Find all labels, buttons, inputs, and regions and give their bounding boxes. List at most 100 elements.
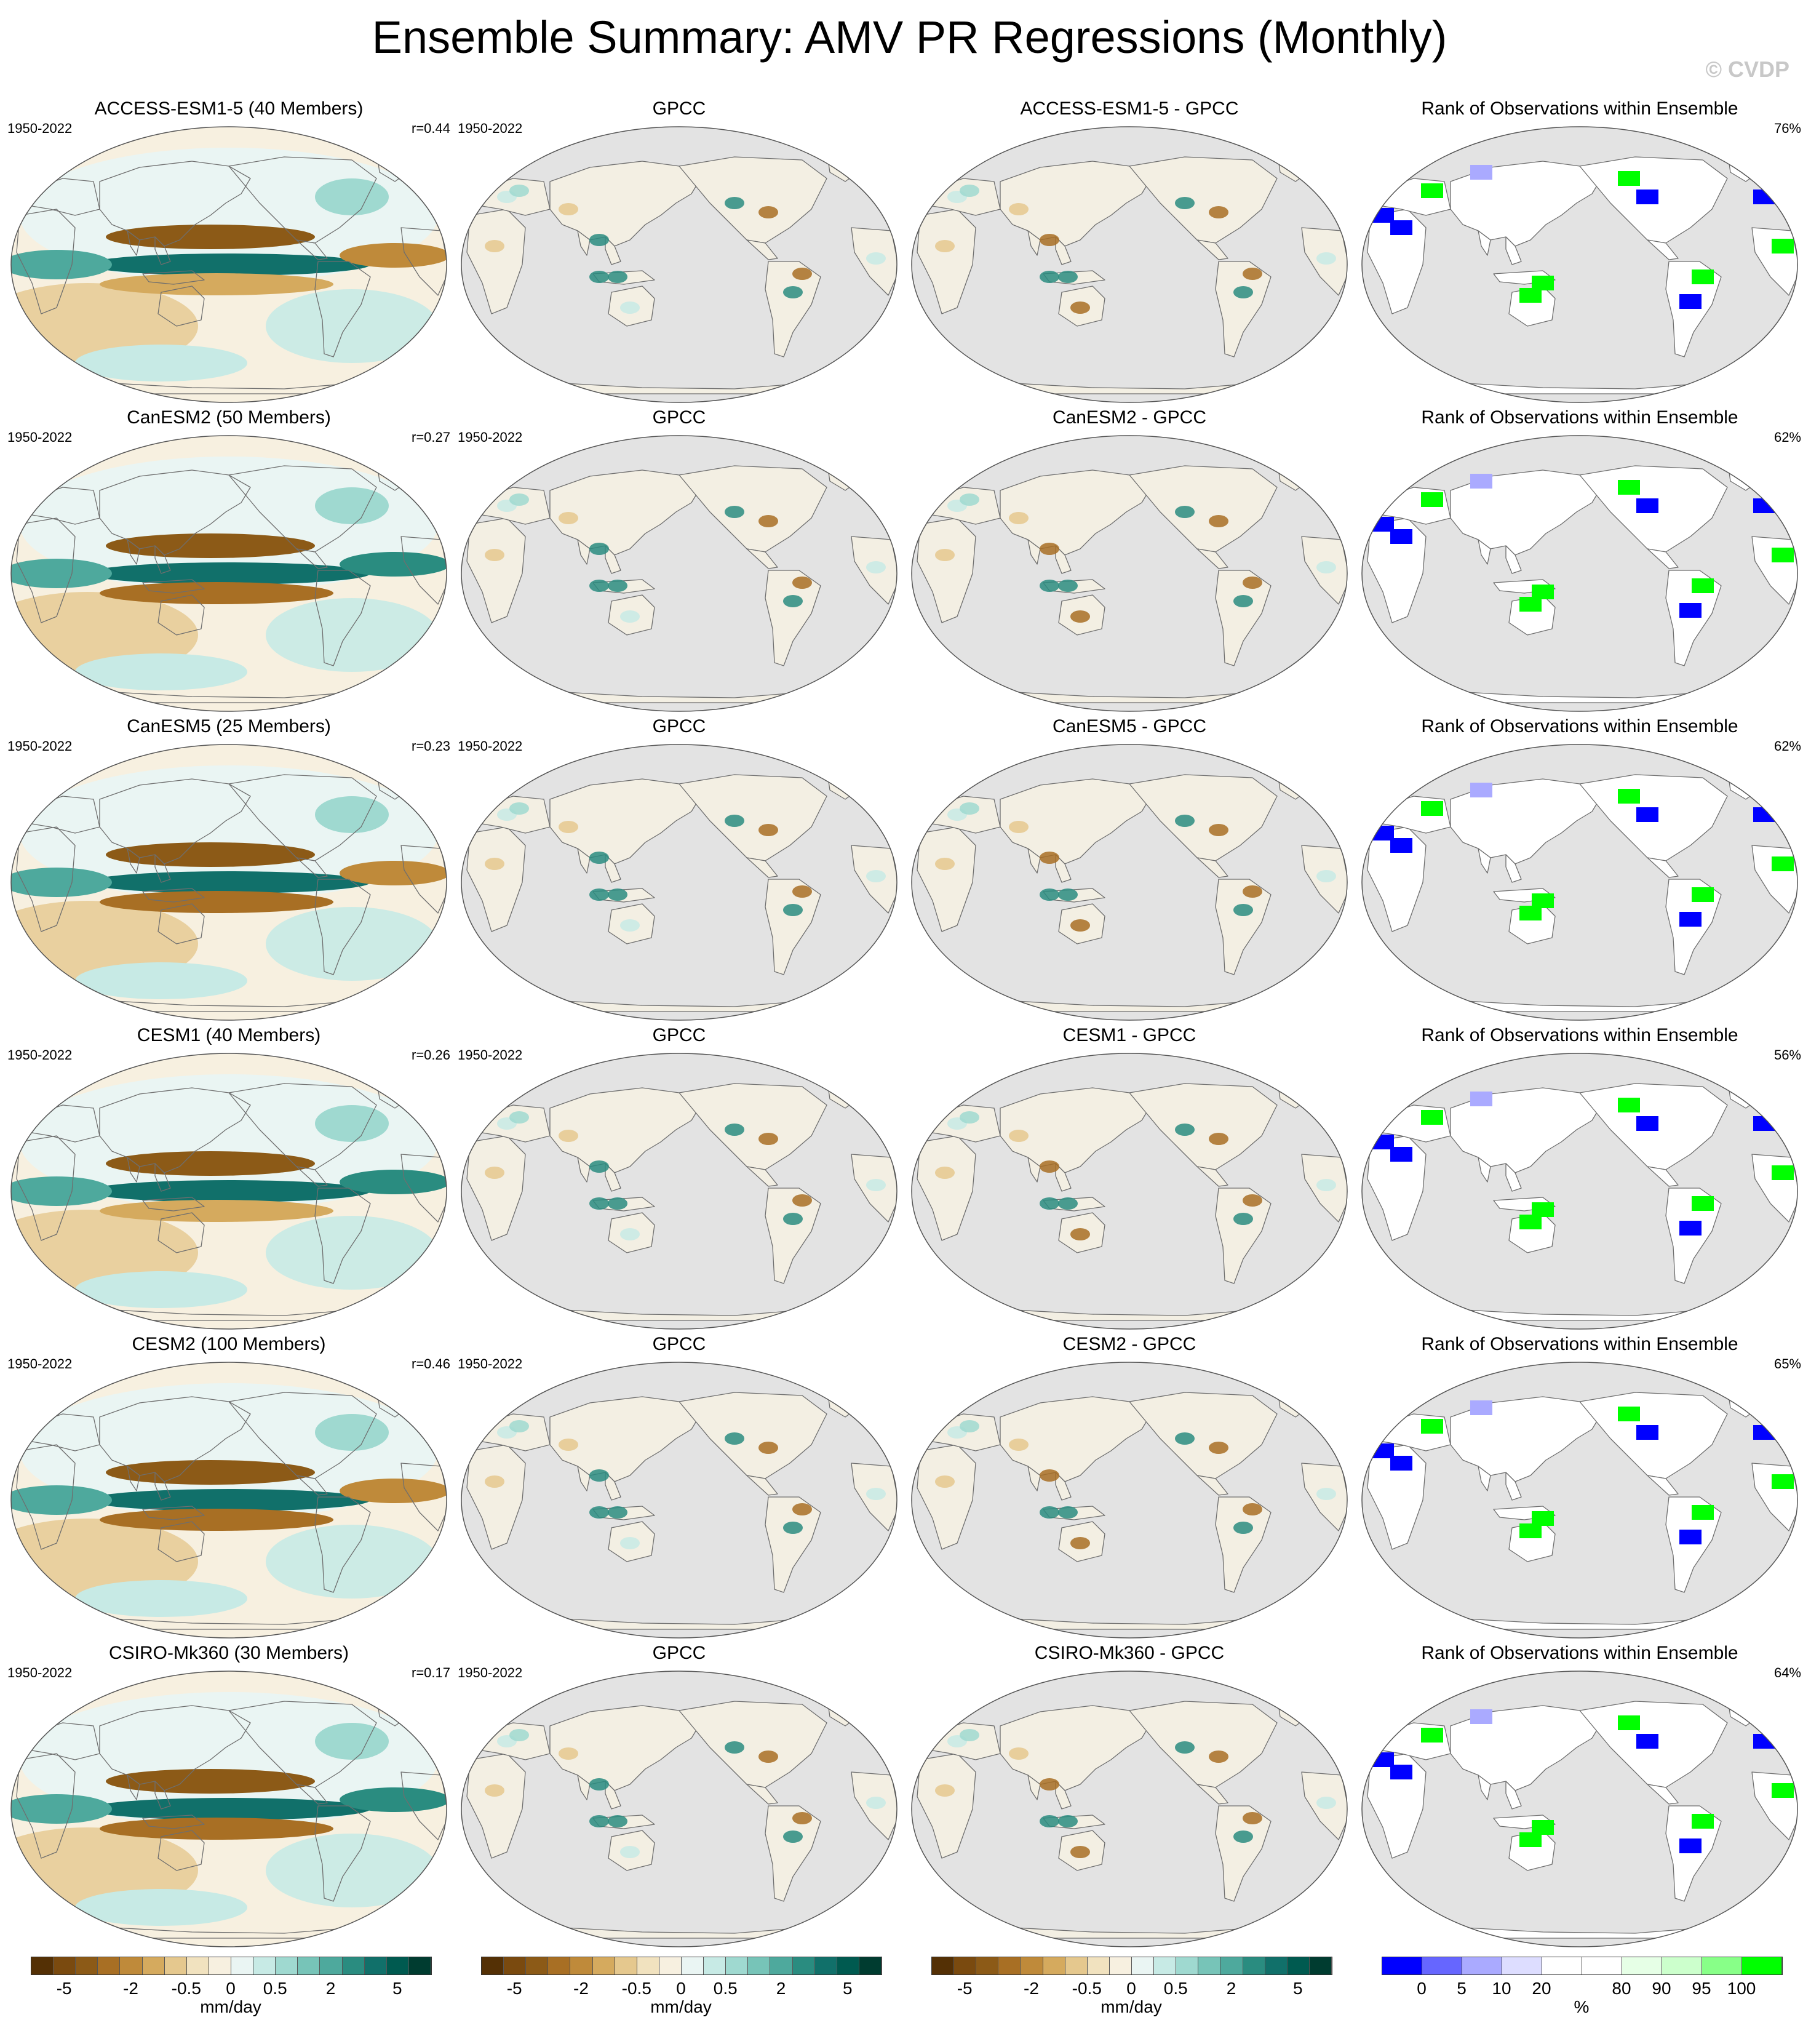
colorbar-unit-label: %	[1574, 1997, 1590, 2016]
panel-rank-percent: 65%	[1773, 1356, 1801, 1371]
globe-map	[1361, 1053, 1798, 1330]
colorbar-swatch	[1065, 1957, 1088, 1974]
colorbar-tick-label: 2	[1226, 1979, 1236, 1998]
map-panel-obs: GPCC 1950-2022	[458, 716, 901, 1024]
colorbar-swatch	[615, 1957, 637, 1974]
globe-map	[461, 1362, 898, 1639]
colorbar-swatch	[54, 1957, 76, 1974]
map-panel-model: CanESM2 (50 Members) 1950-2022 r=0.27	[7, 407, 450, 715]
colorbar-unit-label: mm/day	[200, 1997, 261, 2016]
colorbar-swatch	[1742, 1957, 1782, 1974]
colorbar-observations: -5 -2 -0.5 0 0.5 2 5 mm/day	[481, 1957, 887, 2017]
colorbar-swatch	[1542, 1957, 1582, 1974]
colorbar-tick-label: 100	[1727, 1979, 1756, 1998]
colorbar-swatch	[1287, 1957, 1310, 1974]
colorbar-swatch	[1087, 1957, 1110, 1974]
colorbar-swatch	[482, 1957, 504, 1974]
globe-map	[911, 1362, 1348, 1639]
globe-map	[461, 1671, 898, 1947]
panel-correlation: r=0.23	[412, 738, 450, 754]
colorbar-swatch	[548, 1957, 571, 1974]
map-panel-rank: Rank of Observations within Ensemble 56%	[1358, 1025, 1801, 1333]
colorbar-tick-label: 0.5	[713, 1979, 738, 1998]
colorbar-tick-label: 5	[843, 1979, 853, 1998]
colorbar-swatch	[1662, 1957, 1702, 1974]
colorbar-swatch	[276, 1957, 298, 1974]
colorbar-swatch	[1131, 1957, 1155, 1974]
colorbar-tick-label: -0.5	[1072, 1979, 1102, 1998]
colorbar-swatch	[142, 1957, 165, 1974]
globe-map	[1361, 1671, 1798, 1947]
globe-map	[10, 744, 447, 1021]
panel-title: CSIRO-Mk360 - GPCC	[1034, 1643, 1225, 1663]
colorbar-tick-label: 80	[1612, 1979, 1631, 1998]
colorbar-tick-label: -5	[56, 1979, 72, 1998]
panel-rank-percent: 56%	[1773, 1047, 1801, 1063]
colorbar-swatch	[209, 1957, 231, 1974]
panel-period: 1950-2022	[458, 1356, 523, 1371]
colorbar-swatch	[792, 1957, 815, 1974]
panel-period: 1950-2022	[458, 1665, 523, 1680]
globe-map	[911, 1671, 1348, 1947]
panel-title: GPCC	[652, 1643, 706, 1663]
globe-map	[1361, 744, 1798, 1021]
colorbar-swatch	[342, 1957, 365, 1974]
panel-title: CESM2 - GPCC	[1062, 1334, 1196, 1354]
map-panel-rank: Rank of Observations within Ensemble 76%	[1358, 98, 1801, 406]
panel-title: Rank of Observations within Ensemble	[1421, 716, 1738, 737]
colorbar-swatches	[931, 1957, 1332, 1975]
colorbar-swatch	[681, 1957, 704, 1974]
panel-title: Rank of Observations within Ensemble	[1421, 1025, 1738, 1045]
panel-title: CESM1 (40 Members)	[137, 1025, 321, 1045]
colorbar-swatch	[704, 1957, 726, 1974]
colorbar-swatch	[504, 1957, 527, 1974]
panel-title: ACCESS-ESM1-5 (40 Members)	[94, 98, 364, 119]
colorbar-swatch	[1243, 1957, 1265, 1974]
colorbar-rank: 0 5 10 20 80 90 95 100%	[1382, 1957, 1788, 2017]
colorbar-tick-label: 0.5	[1163, 1979, 1188, 1998]
map-panel-diff: CSIRO-Mk360 - GPCC	[908, 1643, 1351, 1950]
panel-correlation: r=0.44	[412, 121, 450, 136]
colorbar-ticks: 0 5 10 20 80 90 95 100	[1382, 1975, 1788, 2000]
map-panel-obs: GPCC 1950-2022	[458, 98, 901, 406]
colorbar-swatch	[1109, 1957, 1132, 1974]
panel-period: 1950-2022	[458, 738, 523, 754]
map-panel-obs: GPCC 1950-2022	[458, 1334, 901, 1642]
panel-title: GPCC	[652, 98, 706, 119]
colorbar-swatch	[859, 1957, 882, 1974]
globe-map	[1361, 1362, 1798, 1639]
panel-title: CanESM2 (50 Members)	[127, 407, 331, 428]
panel-rank-percent: 62%	[1773, 429, 1801, 445]
colorbar-swatch	[1309, 1957, 1332, 1974]
map-panel-rank: Rank of Observations within Ensemble 64%	[1358, 1643, 1801, 1950]
globe-map	[10, 1362, 447, 1639]
colorbar-tick-label: 0	[1417, 1979, 1427, 1998]
colorbar-tick-label: 10	[1492, 1979, 1511, 1998]
panel-correlation: r=0.27	[412, 429, 450, 445]
colorbar-swatch	[1176, 1957, 1199, 1974]
colorbar-swatch	[570, 1957, 593, 1974]
map-panel-diff: CESM1 - GPCC	[908, 1025, 1351, 1333]
colorbar-swatch	[637, 1957, 659, 1974]
panel-period: 1950-2022	[458, 429, 523, 445]
panel-title: CSIRO-Mk360 (30 Members)	[108, 1643, 349, 1663]
colorbar-swatch	[814, 1957, 837, 1974]
colorbar-swatch	[386, 1957, 409, 1974]
colorbar-tick-label: 95	[1692, 1979, 1711, 1998]
panel-title: CanESM5 - GPCC	[1052, 716, 1207, 737]
panel-period: 1950-2022	[7, 1356, 73, 1371]
colorbar-tick-label: -5	[957, 1979, 973, 1998]
colorbar-swatch	[1382, 1957, 1422, 1974]
colorbar-swatch	[1265, 1957, 1288, 1974]
colorbar-tick-label: 20	[1532, 1979, 1551, 1998]
colorbar-tick-label: 5	[1293, 1979, 1303, 1998]
map-panel-rank: Rank of Observations within Ensemble 62%	[1358, 407, 1801, 715]
colorbar-swatch	[120, 1957, 143, 1974]
colorbar-swatch	[76, 1957, 98, 1974]
colorbar-unit-label: mm/day	[1101, 1997, 1162, 2016]
panel-period: 1950-2022	[7, 1047, 73, 1063]
colorbar-swatch	[364, 1957, 387, 1974]
panel-period: 1950-2022	[7, 738, 73, 754]
panel-rank-percent: 76%	[1773, 121, 1801, 136]
map-panel-model: ACCESS-ESM1-5 (40 Members) 1950-2022 r=0.4…	[7, 98, 450, 406]
